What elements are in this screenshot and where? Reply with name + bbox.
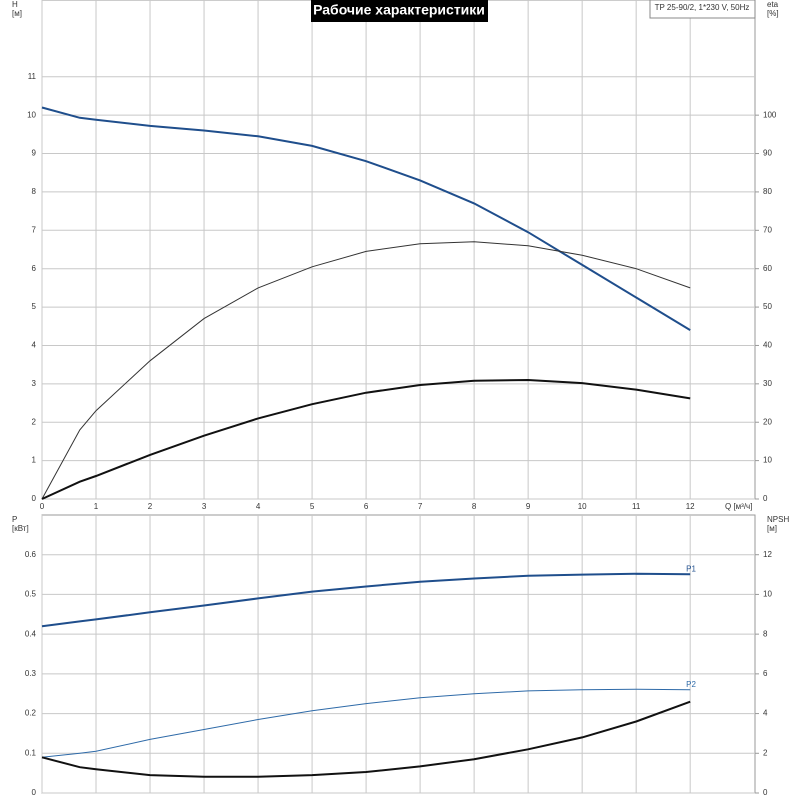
y-tick-label: 5 — [32, 302, 37, 311]
y-tick-label: 10 — [27, 110, 36, 119]
y-tick-label: 0.4 — [25, 629, 37, 638]
y2-tick-label: 10 — [763, 590, 772, 599]
y-axis-label: P — [12, 515, 17, 524]
series-line — [41, 378, 691, 500]
series-label: P1 — [686, 564, 696, 573]
x-tick-label: 12 — [686, 502, 695, 511]
y2-axis-label: eta — [767, 0, 779, 9]
y2-tick-label: 20 — [763, 417, 772, 426]
y2-tick-label: 90 — [763, 149, 772, 158]
y2-tick-label: 2 — [763, 748, 768, 757]
y2-axis-label: NPSH — [767, 515, 789, 524]
y2-tick-label: 60 — [763, 264, 772, 273]
y-tick-label: 4 — [32, 341, 37, 350]
title-box — [311, 0, 488, 22]
y-tick-label: 8 — [32, 187, 37, 196]
x-tick-label: 9 — [526, 502, 531, 511]
plot-area — [41, 514, 756, 794]
x-axis-label: Q [м³/ч] — [725, 502, 752, 511]
y2-tick-label: 80 — [763, 187, 772, 196]
y2-tick-label: 10 — [763, 456, 772, 465]
y2-tick-label: 50 — [763, 302, 772, 311]
model-box — [649, 0, 756, 19]
series-line — [41, 688, 691, 758]
y-tick-label: 3 — [32, 379, 37, 388]
y-tick-label: 0 — [32, 788, 37, 797]
y-tick-label: 0.1 — [25, 748, 37, 757]
series-line — [41, 700, 691, 778]
y2-tick-label: 8 — [763, 629, 768, 638]
y2-tick-label: 12 — [763, 550, 772, 559]
y-tick-label: 0 — [32, 494, 37, 503]
series-line — [41, 572, 691, 628]
x-tick-label: 8 — [472, 502, 477, 511]
x-tick-label: 10 — [578, 502, 587, 511]
x-tick-label: 3 — [202, 502, 207, 511]
x-tick-label: 6 — [364, 502, 369, 511]
x-tick-label: 7 — [418, 502, 423, 511]
y2-axis-label: [%] — [767, 9, 779, 18]
y-tick-label: 11 — [28, 72, 37, 81]
x-tick-label: 2 — [148, 502, 153, 511]
y2-tick-label: 0 — [763, 788, 768, 797]
y2-tick-label: 6 — [763, 669, 768, 678]
y-tick-label: 1 — [32, 456, 37, 465]
x-tick-label: 0 — [40, 502, 45, 511]
y-axis-label: [м] — [12, 9, 22, 18]
y-tick-label: 6 — [32, 264, 37, 273]
y-tick-label: 0.3 — [25, 669, 37, 678]
y-tick-label: 0.5 — [25, 590, 37, 599]
y-tick-label: 7 — [32, 225, 37, 234]
y2-tick-label: 100 — [763, 110, 777, 119]
y2-axis-label: [м] — [767, 524, 777, 533]
x-tick-label: 5 — [310, 502, 315, 511]
y2-tick-label: 30 — [763, 379, 772, 388]
y-tick-label: 9 — [32, 149, 37, 158]
x-tick-label: 4 — [256, 502, 261, 511]
y-axis-label: H — [12, 0, 18, 9]
y-tick-label: 0.6 — [25, 550, 37, 559]
x-tick-label: 1 — [94, 502, 99, 511]
model-label: TP 25-90/2, 1*230 V, 50Hz — [655, 3, 750, 12]
y-tick-label: 2 — [32, 417, 37, 426]
y2-tick-label: 0 — [763, 494, 768, 503]
series-line — [41, 106, 691, 331]
y2-tick-label: 4 — [763, 709, 768, 718]
y-tick-label: 0.2 — [25, 709, 37, 718]
y2-tick-label: 40 — [763, 341, 772, 350]
x-tick-label: 11 — [632, 502, 641, 511]
plot-area — [41, 0, 756, 500]
series-label: P2 — [686, 680, 696, 689]
chart-title: Рабочие характеристики — [313, 2, 485, 18]
series-line — [41, 241, 691, 500]
y2-tick-label: 70 — [763, 225, 772, 234]
y-axis-label: [кВт] — [12, 524, 29, 533]
